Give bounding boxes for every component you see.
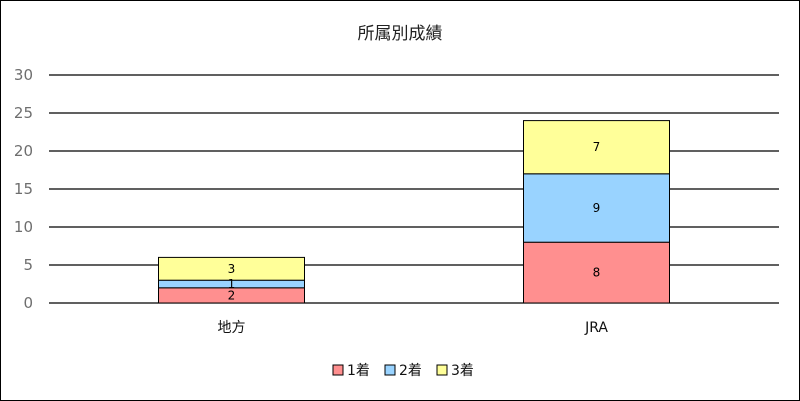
data-label: 3 bbox=[228, 262, 236, 276]
data-label: 1 bbox=[228, 277, 236, 291]
y-tick-label: 25 bbox=[14, 104, 33, 122]
legend: 1着 2着 3着 bbox=[332, 363, 474, 379]
data-label: 2 bbox=[228, 288, 236, 302]
legend-label: 2着 bbox=[399, 363, 422, 379]
data-label: 7 bbox=[593, 140, 601, 154]
x-tick-label: JRA bbox=[584, 320, 608, 336]
y-tick-label: 20 bbox=[14, 142, 33, 160]
legend-swatch bbox=[384, 364, 396, 376]
data-label: 8 bbox=[593, 266, 601, 280]
legend-label: 3着 bbox=[451, 363, 474, 379]
bar-segment-JRA-3着 bbox=[523, 120, 670, 175]
y-tick-label: 10 bbox=[14, 218, 33, 236]
bar-segment-JRA-1着 bbox=[523, 241, 670, 304]
legend-swatch bbox=[436, 364, 448, 376]
legend-swatch bbox=[332, 364, 344, 376]
y-tick-label: 0 bbox=[23, 294, 33, 312]
bar-segments bbox=[158, 120, 670, 304]
bar-segment-地方-3着 bbox=[158, 256, 305, 281]
y-tick-label: 5 bbox=[23, 256, 33, 274]
y-tick-label: 15 bbox=[14, 180, 33, 198]
y-tick-label: 30 bbox=[14, 66, 33, 84]
x-tick-label: 地方 bbox=[218, 320, 246, 336]
x-axis-ticks: 地方 JRA bbox=[218, 320, 609, 336]
legend-label: 1着 bbox=[347, 363, 370, 379]
data-label: 9 bbox=[593, 201, 601, 215]
chart-title: 所属別成績 bbox=[358, 24, 443, 44]
y-axis-ticks: 0 5 10 15 20 25 30 bbox=[14, 66, 33, 312]
segment-labels: 213 8 9 7 bbox=[228, 140, 601, 302]
